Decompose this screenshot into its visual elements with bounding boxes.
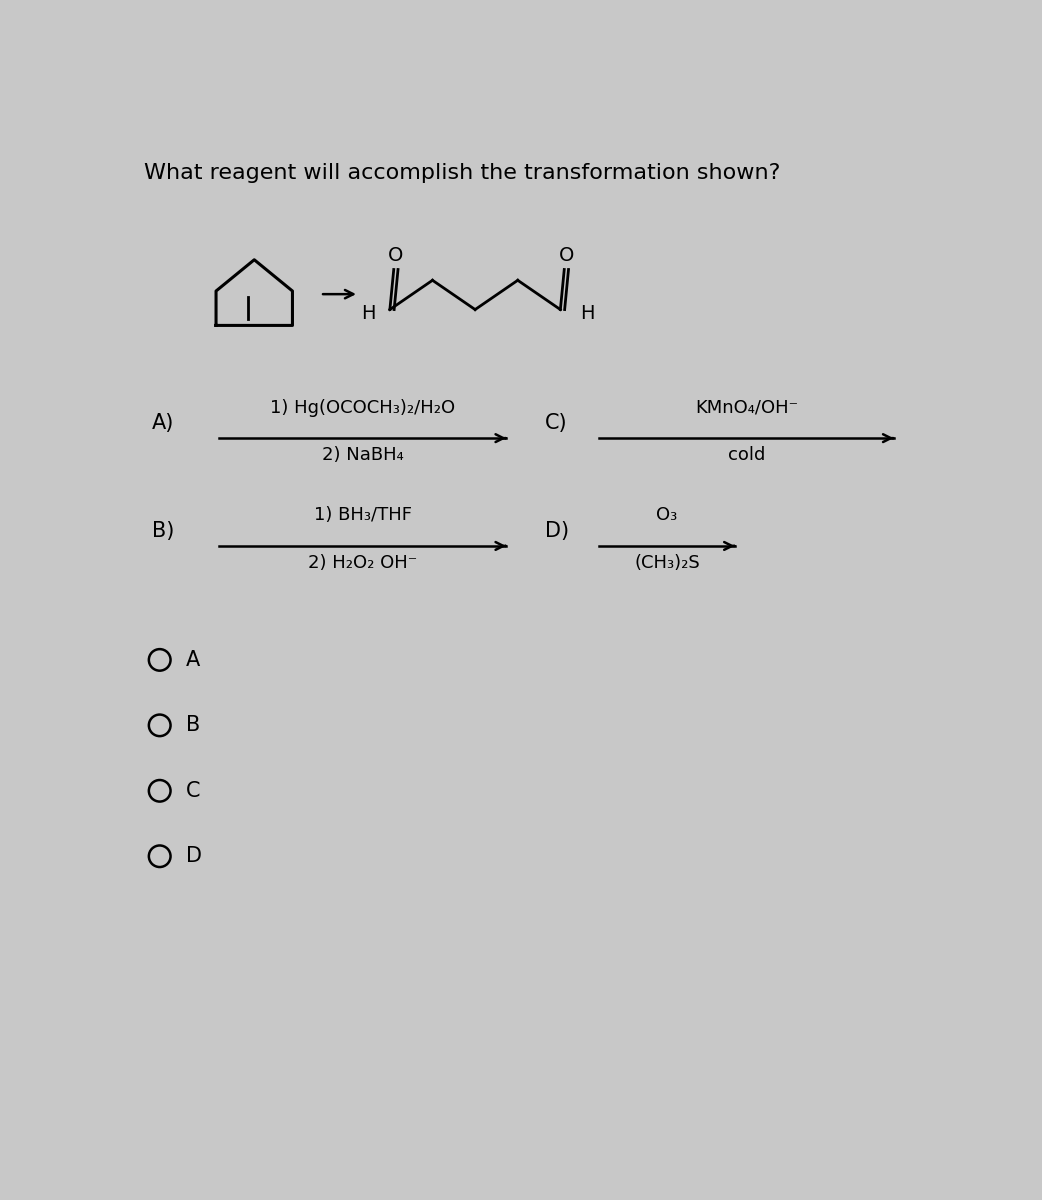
Text: D): D) — [545, 521, 569, 541]
Text: A): A) — [152, 414, 174, 433]
Text: 2) H₂O₂ OH⁻: 2) H₂O₂ OH⁻ — [308, 553, 418, 571]
Text: D: D — [187, 846, 202, 866]
Text: O₃: O₃ — [656, 506, 677, 524]
Text: 1) Hg(OCOCH₃)₂/H₂O: 1) Hg(OCOCH₃)₂/H₂O — [270, 398, 455, 416]
Text: (CH₃)₂S: (CH₃)₂S — [635, 553, 700, 571]
Text: A: A — [187, 650, 200, 670]
Text: O: O — [389, 246, 403, 265]
Text: What reagent will accomplish the transformation shown?: What reagent will accomplish the transfo… — [144, 163, 780, 184]
Text: cold: cold — [727, 446, 765, 464]
Text: B): B) — [152, 521, 174, 541]
Text: O: O — [559, 246, 574, 265]
Text: 1) BH₃/THF: 1) BH₃/THF — [314, 506, 412, 524]
Text: C: C — [187, 781, 200, 800]
Text: H: H — [580, 304, 595, 323]
Text: H: H — [361, 304, 375, 323]
Text: KMnO₄/OH⁻: KMnO₄/OH⁻ — [695, 398, 798, 416]
Text: B: B — [187, 715, 200, 736]
Text: C): C) — [545, 414, 568, 433]
Text: 2) NaBH₄: 2) NaBH₄ — [322, 446, 403, 464]
